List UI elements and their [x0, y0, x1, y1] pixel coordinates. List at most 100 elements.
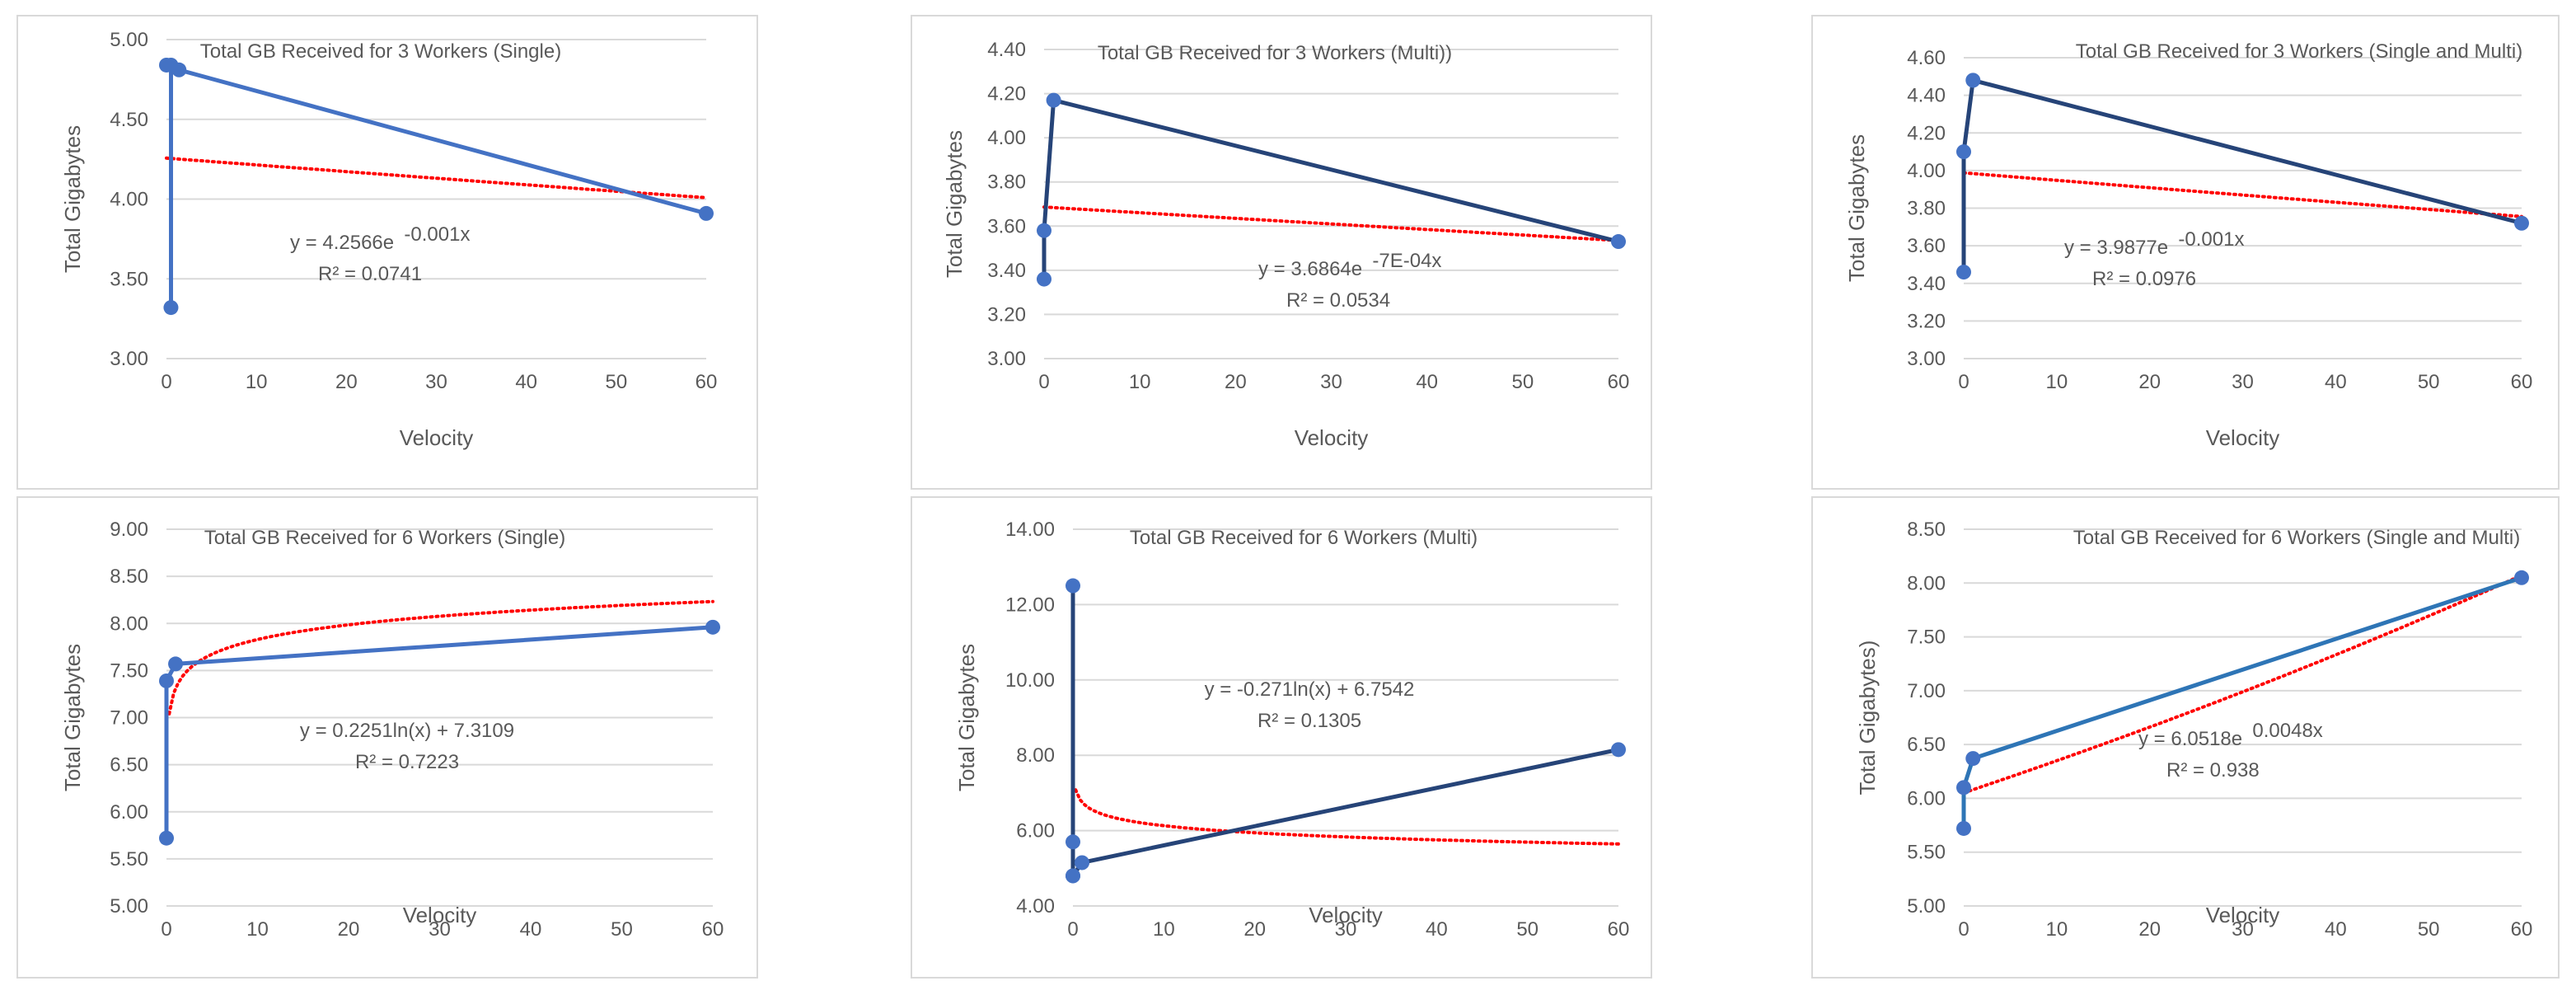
- y-tick-label: 3.40: [987, 260, 1026, 282]
- chart-title: Total GB Received for 6 Workers (Single …: [2073, 527, 2520, 549]
- x-tick-label: 40: [1426, 918, 1448, 941]
- x-tick-label: 50: [611, 918, 633, 941]
- chart-svg: 5.00 5.50 6.00 6.50 7.00 7.50 8.00 8.50 0 10 20 30 4…: [1855, 519, 2533, 941]
- x-tick-label: 0: [1067, 918, 1078, 941]
- y-tick-label: 8.50: [110, 566, 148, 588]
- trendline-r-squared: R² = 0.1305: [1258, 710, 1361, 732]
- y-tick-label: 4.20: [987, 83, 1026, 106]
- y-tick-label: 7.00: [1907, 680, 1946, 702]
- x-tick-label: 0: [161, 918, 171, 941]
- trendline-equation: y = 0.2251ln(x) + 7.3109: [300, 720, 514, 742]
- x-tick-label: 30: [2232, 918, 2254, 941]
- chart-panel-6-workers-single: 5.00 5.50 6.00 6.50 7.00 7.50 8.00 8.50 9.00 0 10 2…: [16, 496, 758, 979]
- y-tick-label: 3.40: [1907, 273, 1946, 295]
- y-tick-label: 6.00: [1907, 787, 1946, 810]
- trendline-equation-exponent: -0.001x: [2178, 228, 2244, 251]
- trendline-r-squared: R² = 0.938: [2166, 759, 2260, 781]
- chart-panel-3-workers-single-and-multi: 3.00 3.20 3.40 3.60 3.80 4.00 4.20 4.40 4.60 0 10 2…: [1811, 15, 2560, 490]
- data-point: [1611, 742, 1626, 758]
- chart-title: Total GB Received for 6 Workers (Single): [204, 527, 565, 549]
- x-tick-label: 20: [335, 371, 358, 393]
- y-tick-label: 4.40: [987, 39, 1026, 61]
- data-point: [163, 300, 179, 316]
- data-point: [705, 619, 720, 635]
- series-line: [1042, 98, 1619, 279]
- y-axis-label: Total Gigabytes: [1844, 134, 1869, 282]
- y-tick-label: 3.20: [1907, 310, 1946, 332]
- data-point: [1956, 780, 1971, 796]
- y-tick-label: 8.00: [110, 612, 148, 635]
- x-tick-label: 40: [520, 918, 542, 941]
- y-tick-label: 3.00: [987, 348, 1026, 370]
- y-tick-label: 7.50: [110, 659, 148, 682]
- series-line: [1961, 77, 2522, 273]
- chart-panel-6-workers-multi: 4.00 6.00 8.00 10.00 12.00 14.00 0 10 20 30 40 50 60…: [911, 496, 1652, 979]
- data-point: [1037, 271, 1051, 287]
- x-tick-label: 10: [2045, 371, 2068, 393]
- trendline: [1962, 573, 2523, 795]
- trendline-r-squared: R² = 0.0534: [1286, 289, 1390, 312]
- x-tick-label: 30: [1335, 918, 1357, 941]
- x-tick-label: 30: [1320, 371, 1342, 393]
- trendline: [165, 156, 708, 199]
- series-line: [164, 625, 714, 838]
- y-tick-label: 6.00: [110, 801, 148, 824]
- data-point: [168, 656, 184, 672]
- x-tick-label: 40: [2325, 918, 2347, 941]
- y-tick-label: 8.50: [1907, 519, 1946, 541]
- trendline-equation: y = -0.271ln(x) + 6.7542: [1205, 678, 1415, 701]
- chart-panel-3-workers-multi: 3.00 3.20 3.40 3.60 3.80 4.00 4.20 4.40 0 10 20 30 4…: [911, 15, 1652, 490]
- x-tick-label: 60: [2511, 918, 2533, 941]
- trendline-r-squared: R² = 0.0741: [318, 263, 422, 285]
- trendline-equation: y = 4.2566e: [290, 232, 394, 254]
- chart-svg: 4.00 6.00 8.00 10.00 12.00 14.00 0 10 20 30 40 50 60…: [954, 519, 1629, 941]
- data-point: [1066, 868, 1080, 884]
- y-tick-label: 3.80: [1907, 198, 1946, 220]
- x-tick-label: 20: [2138, 918, 2161, 941]
- x-tick-label: 50: [1511, 371, 1534, 393]
- trendline-equation-exponent: 0.0048x: [2252, 720, 2322, 742]
- y-tick-label: 6.50: [110, 754, 148, 777]
- trendline: [167, 599, 714, 716]
- x-tick-label: 10: [246, 371, 268, 393]
- x-tick-label: 20: [338, 918, 360, 941]
- y-tick-label: 5.00: [110, 29, 148, 51]
- data-point: [1066, 834, 1080, 850]
- y-tick-label: 4.00: [1907, 160, 1946, 182]
- y-axis-label: Total Gigabytes): [1855, 641, 1880, 796]
- x-tick-label: 0: [1038, 371, 1049, 393]
- data-point: [1611, 234, 1626, 250]
- y-tick-label: 4.00: [1016, 895, 1055, 918]
- data-point: [159, 57, 174, 73]
- data-point: [699, 205, 714, 221]
- series-line: [1961, 575, 2522, 828]
- chart-title: Total GB Received for 3 Workers (Single …: [2076, 40, 2522, 63]
- x-tick-label: 60: [696, 371, 718, 393]
- y-tick-label: 3.00: [110, 348, 148, 370]
- data-point: [1956, 820, 1971, 836]
- x-tick-label: 10: [1129, 371, 1151, 393]
- x-tick-label: 10: [246, 918, 269, 941]
- y-tick-label: 6.00: [1016, 820, 1055, 842]
- trendline: [1074, 788, 1620, 846]
- chart-title: Total GB Received for 6 Workers (Multi): [1130, 527, 1478, 549]
- x-tick-label: 50: [1516, 918, 1539, 941]
- y-tick-label: 4.40: [1907, 85, 1946, 107]
- chart-title: Total GB Received for 3 Workers (Single): [200, 40, 561, 63]
- data-point: [1075, 855, 1090, 871]
- y-tick-label: 7.50: [1907, 627, 1946, 649]
- data-point: [1965, 73, 1981, 88]
- y-tick-label: 5.50: [1907, 842, 1946, 864]
- trendline: [1962, 171, 2523, 218]
- data-point: [2514, 570, 2529, 585]
- y-axis-label: Total Gigabytes: [942, 130, 967, 278]
- y-tick-label: 7.00: [110, 707, 148, 730]
- data-point: [1037, 223, 1051, 238]
- trendline-equation: y = 3.6864e: [1258, 258, 1362, 280]
- data-point: [1956, 265, 1971, 280]
- data-point: [171, 62, 187, 77]
- trendline-r-squared: R² = 0.0976: [2092, 268, 2196, 290]
- data-point: [1956, 144, 1971, 160]
- x-axis-label: Velocity: [400, 425, 474, 450]
- x-tick-label: 60: [1608, 371, 1630, 393]
